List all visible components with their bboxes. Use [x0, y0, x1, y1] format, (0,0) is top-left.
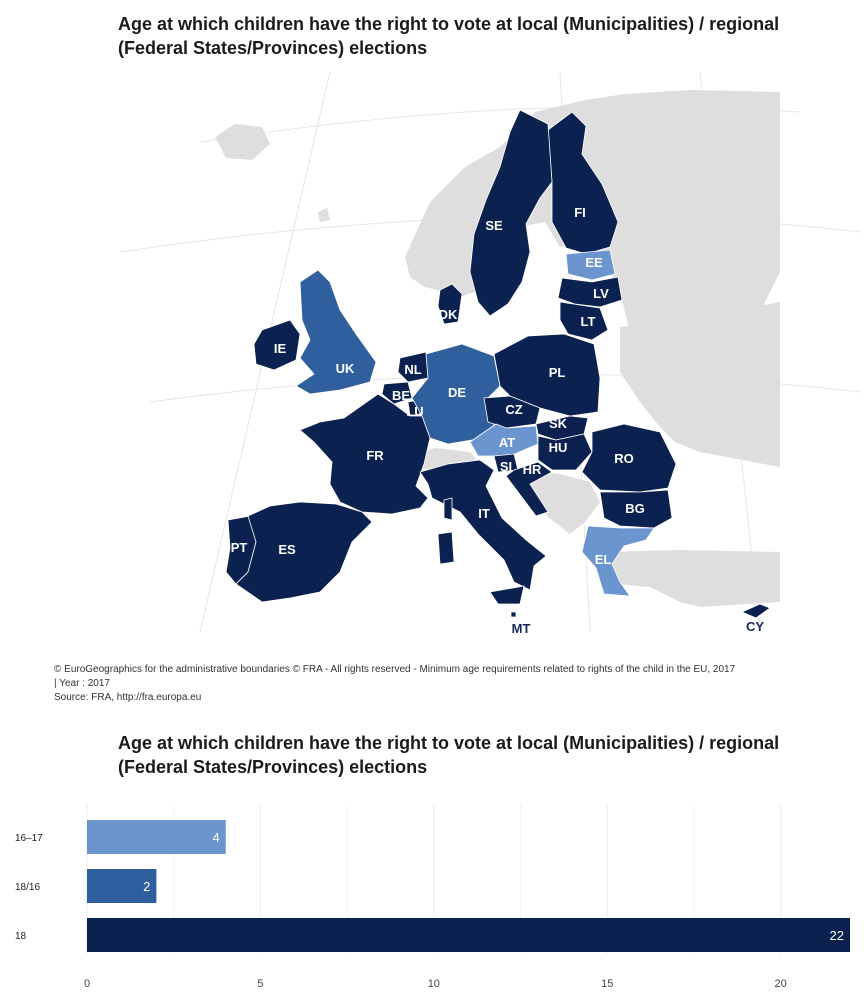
- country-EL: [581, 525, 655, 597]
- category-label: 16–17: [15, 833, 43, 844]
- label-UK: UK: [336, 361, 355, 376]
- label-MT: MT: [512, 621, 531, 636]
- country-SE: [469, 109, 553, 317]
- bar: [87, 820, 226, 854]
- label-HU: HU: [549, 440, 568, 455]
- map-credits: © EuroGeographics for the administrative…: [54, 663, 844, 705]
- country-PL: [493, 333, 601, 417]
- x-tick-label: 15: [601, 978, 613, 990]
- x-tick-label: 5: [257, 978, 263, 990]
- label-PT: PT: [231, 540, 248, 555]
- label-ES: ES: [278, 542, 296, 557]
- country-FI: [547, 111, 619, 255]
- value-label: 2: [143, 879, 150, 894]
- label-EL: EL: [595, 552, 612, 567]
- bar: [87, 869, 157, 903]
- label-AT: AT: [499, 435, 515, 450]
- map-title: Age at which children have the right to …: [118, 14, 780, 58]
- label-IT: IT: [478, 506, 490, 521]
- credit-line-copyright: © EuroGeographics for the administrative…: [54, 664, 736, 675]
- label-SI: SI: [500, 459, 512, 474]
- label-DE: DE: [448, 385, 466, 400]
- country-AT: [469, 423, 539, 457]
- country-BE: [381, 381, 413, 405]
- country-MT: [510, 611, 517, 618]
- label-FI: FI: [574, 205, 586, 220]
- label-LT: LT: [581, 314, 596, 329]
- country-IT-sardinia: [437, 531, 455, 565]
- label-LV: LV: [593, 286, 609, 301]
- value-label: 4: [212, 830, 219, 845]
- country-LT: [559, 301, 609, 341]
- label-CY: CY: [746, 619, 764, 634]
- label-BG: BG: [625, 501, 645, 516]
- label-EE: EE: [585, 255, 603, 270]
- country-HR: [505, 461, 553, 517]
- country-labels: FI SE EE LV LT DK IE UK NL BE LU DE PL C…: [231, 205, 765, 636]
- label-DK: DK: [439, 307, 458, 322]
- country-DK: [437, 283, 463, 325]
- country-CY: [741, 603, 771, 619]
- country-BG: [599, 489, 673, 529]
- country-ES: [235, 501, 373, 603]
- label-BE: BE: [392, 388, 410, 403]
- country-HU: [537, 433, 593, 471]
- credit-line-source: Source: FRA, http://fra.europa.eu: [54, 692, 202, 703]
- eu-countries: [225, 109, 771, 619]
- country-EE: [565, 249, 616, 281]
- label-HR: HR: [523, 462, 542, 477]
- country-IT-sicily: [489, 585, 525, 605]
- eu-map: FI SE EE LV LT DK IE UK NL BE LU DE PL C…: [0, 71, 866, 652]
- country-RO: [581, 423, 677, 493]
- x-tick-label: 10: [428, 978, 440, 990]
- country-LV: [557, 276, 623, 308]
- label-SK: SK: [549, 416, 568, 431]
- map-svg: FI SE EE LV LT DK IE UK NL BE LU DE PL C…: [119, 71, 861, 636]
- country-IE: [253, 319, 301, 371]
- label-LU: LU: [406, 404, 423, 419]
- bar: [87, 918, 850, 952]
- label-IE: IE: [274, 341, 287, 356]
- label-PL: PL: [549, 365, 566, 380]
- x-tick-label: 20: [775, 978, 787, 990]
- country-FR-corsica: [443, 497, 453, 521]
- country-UK: [295, 269, 377, 395]
- bar-chart-title: Age at which children have the right to …: [118, 733, 780, 777]
- category-label: 18/16: [15, 882, 40, 893]
- country-FR: [299, 393, 431, 515]
- category-label: 18: [15, 931, 27, 942]
- label-RO: RO: [614, 451, 634, 466]
- label-FR: FR: [366, 448, 384, 463]
- label-CZ: CZ: [505, 402, 522, 417]
- bar-chart: 0 5 10 15 20 16–17 4 18/16 2 18 22: [0, 790, 866, 1002]
- label-NL: NL: [404, 362, 421, 377]
- label-SE: SE: [485, 218, 503, 233]
- country-NL: [397, 351, 429, 383]
- credit-line-year: | Year : 2017: [54, 678, 110, 689]
- x-tick-label: 0: [84, 978, 90, 990]
- bar-chart-svg: 0 5 10 15 20 16–17 4 18/16 2 18 22: [15, 804, 850, 990]
- value-label: 22: [830, 928, 844, 943]
